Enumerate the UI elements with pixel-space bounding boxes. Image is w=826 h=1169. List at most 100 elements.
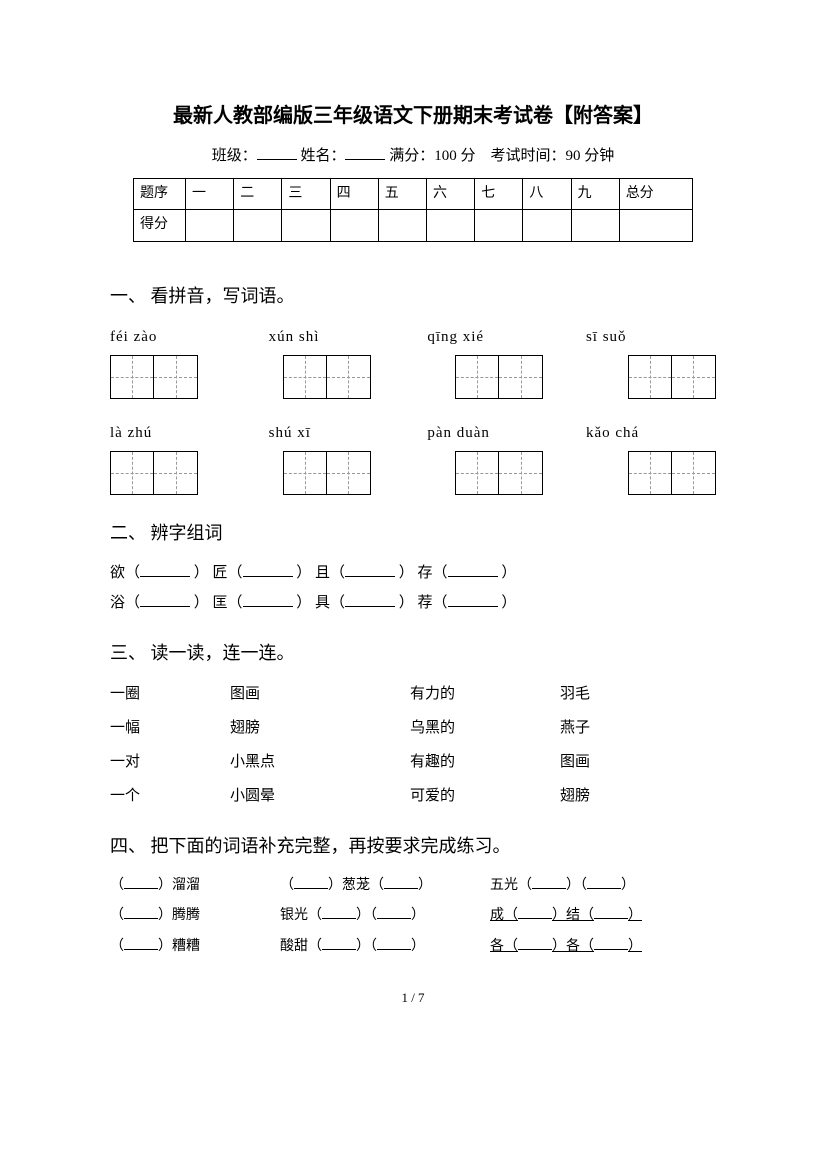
score-cell[interactable]	[378, 210, 426, 241]
fill-blank[interactable]	[140, 592, 190, 607]
pinyin-item: féi zào	[110, 325, 240, 349]
q2-text: ）	[501, 565, 516, 581]
score-cell[interactable]	[234, 210, 282, 241]
match-cell: 一对	[110, 750, 230, 774]
fill-blank[interactable]	[124, 875, 158, 889]
char-box-pair[interactable]	[455, 355, 543, 399]
col-1: 一	[186, 179, 234, 210]
score-table: 题序 一 二 三 四 五 六 七 八 九 总分 得分	[133, 178, 693, 242]
col-6: 六	[426, 179, 474, 210]
fill-blank[interactable]	[594, 905, 628, 919]
match-row: 一幅翅膀乌黑的燕子	[110, 716, 716, 740]
name-blank[interactable]	[345, 145, 385, 160]
q2-text: 浴（	[110, 595, 140, 611]
score-table-header-row: 题序 一 二 三 四 五 六 七 八 九 总分	[134, 179, 693, 210]
char-box-row-1	[110, 355, 716, 399]
q2-text: ） 匡（	[194, 595, 243, 611]
q3-heading: 三、 读一读，连一连。	[110, 639, 716, 668]
fill-blank[interactable]	[518, 905, 552, 919]
fill-blank[interactable]	[594, 936, 628, 950]
col-3: 三	[282, 179, 330, 210]
time-value: 90 分钟	[566, 148, 615, 164]
fill-blank[interactable]	[322, 905, 356, 919]
q2-text: 欲（	[110, 565, 140, 581]
q2-text: ）	[501, 595, 516, 611]
q2-text: ） 荐（	[399, 595, 448, 611]
score-label: 得分	[134, 210, 186, 241]
score-table-score-row: 得分	[134, 210, 693, 241]
score-cell[interactable]	[186, 210, 234, 241]
match-row: 一圈图画有力的羽毛	[110, 682, 716, 706]
fill-blank[interactable]	[532, 875, 566, 889]
col-9: 九	[571, 179, 619, 210]
char-box-pair[interactable]	[628, 451, 716, 495]
fill-blank[interactable]	[124, 936, 158, 950]
fill-blank[interactable]	[384, 875, 418, 889]
char-box-pair[interactable]	[110, 355, 198, 399]
q4-col3: 成（）结（）	[490, 905, 690, 927]
score-cell[interactable]	[475, 210, 523, 241]
q4-col2: 银光（）（）	[280, 905, 490, 927]
q2-line-1: 欲（ ） 匠（ ） 且（ ） 存（ ）	[110, 561, 716, 585]
fill-blank[interactable]	[322, 936, 356, 950]
class-blank[interactable]	[257, 145, 297, 160]
pinyin-item: là zhú	[110, 421, 240, 445]
col-2: 二	[234, 179, 282, 210]
fill-blank[interactable]	[377, 905, 411, 919]
q4-heading: 四、 把下面的词语补充完整，再按要求完成练习。	[110, 832, 716, 861]
fill-blank[interactable]	[345, 562, 395, 577]
char-box-pair[interactable]	[110, 451, 198, 495]
char-box-pair[interactable]	[283, 451, 371, 495]
score-cell[interactable]	[426, 210, 474, 241]
match-cell: 小黑点	[230, 750, 410, 774]
fill-blank[interactable]	[243, 592, 293, 607]
q4-col3: 各（）各（）	[490, 936, 690, 958]
q4-col1: （）糟糟	[110, 936, 280, 958]
class-label: 班级：	[212, 148, 257, 164]
match-row: 一个小圆晕可爱的翅膀	[110, 784, 716, 808]
q4-container: （）溜溜（）葱茏（）五光（）（） （）腾腾银光（）（）成（）结（） （）糟糟酸甜（）…	[110, 875, 716, 958]
pinyin-item: pàn duàn	[427, 421, 557, 445]
fill-blank[interactable]	[140, 562, 190, 577]
match-cell: 小圆晕	[230, 784, 410, 808]
pinyin-item: kǎo chá	[586, 421, 716, 445]
pinyin-item: sī suǒ	[586, 325, 716, 349]
score-cell[interactable]	[330, 210, 378, 241]
q2-text: ） 匠（	[194, 565, 243, 581]
page-number: 1 / 7	[110, 988, 716, 1009]
fill-blank[interactable]	[243, 562, 293, 577]
match-cell: 有力的	[410, 682, 560, 706]
score-cell[interactable]	[282, 210, 330, 241]
fill-blank[interactable]	[448, 592, 498, 607]
match-cell: 乌黑的	[410, 716, 560, 740]
q4-row: （）腾腾银光（）（）成（）结（）	[110, 905, 716, 927]
fill-blank[interactable]	[377, 936, 411, 950]
score-cell[interactable]	[571, 210, 619, 241]
fill-blank[interactable]	[518, 936, 552, 950]
match-cell: 一圈	[110, 682, 230, 706]
fill-blank[interactable]	[345, 592, 395, 607]
char-box-pair[interactable]	[455, 451, 543, 495]
fill-blank[interactable]	[294, 875, 328, 889]
pinyin-item: xún shì	[269, 325, 399, 349]
full-value: 100 分	[434, 148, 475, 164]
q2-text: ） 存（	[399, 565, 448, 581]
pinyin-row-2: là zhú shú xī pàn duàn kǎo chá	[110, 421, 716, 445]
q4-col2: （）葱茏（）	[280, 875, 490, 897]
q4-row: （）溜溜（）葱茏（）五光（）（）	[110, 875, 716, 897]
fill-blank[interactable]	[448, 562, 498, 577]
fill-blank[interactable]	[587, 875, 621, 889]
pinyin-item: qīng xié	[427, 325, 557, 349]
char-box-pair[interactable]	[628, 355, 716, 399]
q2-line-2: 浴（ ） 匡（ ） 具（ ） 荐（ ）	[110, 591, 716, 615]
col-8: 八	[523, 179, 571, 210]
score-cell[interactable]	[619, 210, 692, 241]
char-box-pair[interactable]	[283, 355, 371, 399]
q4-col3: 五光（）（）	[490, 875, 690, 897]
match-cell: 有趣的	[410, 750, 560, 774]
score-cell[interactable]	[523, 210, 571, 241]
header-label: 题序	[134, 179, 186, 210]
match-row: 一对小黑点有趣的图画	[110, 750, 716, 774]
fill-blank[interactable]	[124, 905, 158, 919]
q4-col2: 酸甜（）（）	[280, 936, 490, 958]
